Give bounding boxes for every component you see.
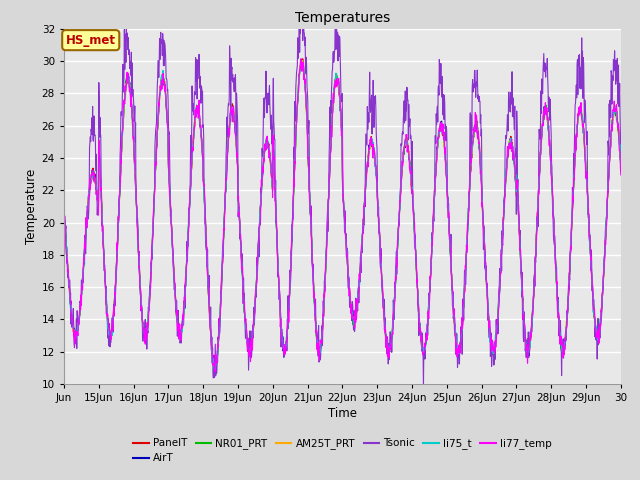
PanelT bbox=[299, 56, 307, 61]
li75_t bbox=[211, 368, 218, 373]
AM25T_PRT bbox=[502, 172, 510, 178]
AM25T_PRT bbox=[617, 164, 625, 169]
Line: AirT: AirT bbox=[64, 60, 621, 372]
li75_t bbox=[298, 60, 306, 66]
AirT bbox=[170, 276, 178, 282]
AirT bbox=[246, 347, 254, 353]
AM25T_PRT bbox=[246, 344, 254, 349]
Tsonic bbox=[170, 287, 178, 293]
AirT bbox=[502, 169, 510, 175]
li77_temp bbox=[211, 369, 219, 374]
PanelT bbox=[617, 163, 625, 168]
NR01_PRT bbox=[617, 166, 625, 172]
Line: NR01_PRT: NR01_PRT bbox=[64, 60, 621, 370]
PanelT bbox=[211, 365, 218, 371]
AM25T_PRT bbox=[552, 253, 559, 259]
X-axis label: Time: Time bbox=[328, 407, 357, 420]
Tsonic bbox=[552, 253, 559, 259]
PanelT bbox=[552, 255, 559, 261]
li75_t bbox=[60, 212, 68, 217]
Line: li75_t: li75_t bbox=[64, 63, 621, 371]
Text: HS_met: HS_met bbox=[66, 34, 116, 47]
PanelT bbox=[246, 348, 254, 354]
AirT bbox=[211, 369, 218, 375]
li75_t bbox=[617, 166, 625, 171]
NR01_PRT bbox=[246, 348, 254, 354]
li77_temp bbox=[297, 56, 305, 61]
NR01_PRT bbox=[502, 167, 510, 173]
Legend: PanelT, AirT, NR01_PRT, AM25T_PRT, Tsonic, li75_t, li77_temp: PanelT, AirT, NR01_PRT, AM25T_PRT, Tsoni… bbox=[129, 434, 556, 468]
li77_temp bbox=[502, 173, 510, 179]
Y-axis label: Temperature: Temperature bbox=[24, 169, 38, 244]
Tsonic bbox=[60, 225, 68, 230]
li75_t bbox=[429, 214, 437, 220]
li77_temp bbox=[429, 213, 437, 218]
NR01_PRT bbox=[211, 367, 219, 372]
li75_t bbox=[246, 345, 254, 351]
NR01_PRT bbox=[60, 210, 68, 216]
PanelT bbox=[184, 235, 191, 240]
PanelT bbox=[429, 211, 437, 216]
AM25T_PRT bbox=[298, 58, 306, 63]
PanelT bbox=[60, 208, 68, 214]
li77_temp bbox=[246, 359, 254, 364]
NR01_PRT bbox=[170, 277, 178, 283]
AirT bbox=[184, 238, 191, 244]
NR01_PRT bbox=[429, 212, 437, 217]
Tsonic bbox=[296, 1, 303, 7]
NR01_PRT bbox=[299, 58, 307, 63]
NR01_PRT bbox=[552, 252, 559, 258]
Title: Temperatures: Temperatures bbox=[295, 11, 390, 25]
li75_t bbox=[502, 167, 510, 173]
Line: Tsonic: Tsonic bbox=[64, 4, 621, 387]
AirT bbox=[298, 57, 305, 63]
li77_temp bbox=[184, 242, 191, 248]
Line: li77_temp: li77_temp bbox=[64, 59, 621, 372]
Tsonic bbox=[184, 237, 191, 242]
AirT bbox=[429, 207, 437, 213]
AM25T_PRT bbox=[429, 212, 437, 218]
NR01_PRT bbox=[184, 235, 191, 241]
Tsonic bbox=[502, 136, 510, 142]
li77_temp bbox=[60, 211, 68, 216]
Tsonic bbox=[246, 344, 254, 350]
li77_temp bbox=[170, 276, 178, 281]
PanelT bbox=[502, 167, 510, 172]
li75_t bbox=[184, 240, 191, 245]
li77_temp bbox=[552, 260, 559, 266]
Line: AM25T_PRT: AM25T_PRT bbox=[64, 60, 621, 370]
AirT bbox=[60, 211, 68, 217]
AM25T_PRT bbox=[184, 239, 191, 245]
Line: PanelT: PanelT bbox=[64, 59, 621, 368]
Tsonic bbox=[429, 213, 437, 219]
PanelT bbox=[170, 277, 178, 283]
Tsonic bbox=[420, 384, 428, 390]
AM25T_PRT bbox=[170, 279, 178, 285]
li75_t bbox=[552, 258, 559, 264]
li77_temp bbox=[617, 172, 625, 178]
AM25T_PRT bbox=[212, 367, 220, 372]
li75_t bbox=[170, 279, 178, 285]
AirT bbox=[552, 261, 559, 267]
AM25T_PRT bbox=[60, 212, 68, 218]
Tsonic bbox=[617, 153, 625, 159]
AirT bbox=[617, 160, 625, 166]
